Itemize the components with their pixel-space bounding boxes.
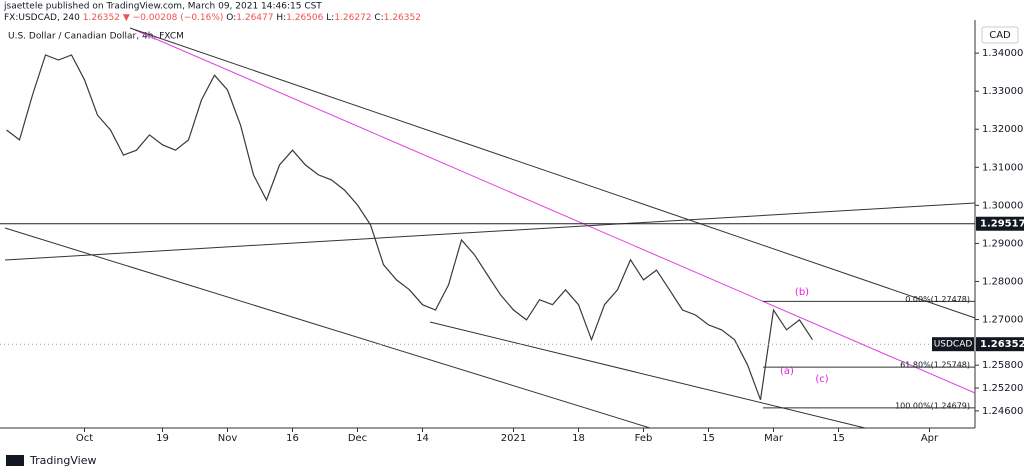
x-tick-label: Mar bbox=[764, 433, 784, 444]
h-key: H: bbox=[276, 13, 286, 23]
y-tick-label: 1.25200 bbox=[982, 383, 1023, 394]
price-line bbox=[6, 54, 814, 401]
x-tick-label: Feb bbox=[635, 433, 653, 444]
fib-label: 61.80%(1.25748) bbox=[900, 361, 970, 370]
y-tick-label: 1.30000 bbox=[982, 200, 1023, 211]
y-tick-label: 1.29000 bbox=[982, 238, 1023, 249]
lower-channel bbox=[4, 227, 651, 429]
support-line bbox=[429, 321, 866, 429]
symbol: FX:USDCAD, 240 bbox=[4, 13, 80, 23]
logo: TradingView bbox=[29, 454, 96, 467]
publish-line: jsaettele published on TradingView.com, … bbox=[3, 2, 322, 12]
c-val: 1.26352 bbox=[384, 13, 421, 23]
change: ▼ −0.00208 (−0.16%) bbox=[123, 13, 224, 23]
x-tick-label: Dec bbox=[348, 433, 367, 444]
c-key: C: bbox=[374, 13, 383, 23]
last-price-label: 1.26352 bbox=[980, 339, 1024, 350]
y-tick-label: 1.33000 bbox=[982, 86, 1023, 97]
x-tick-label: 15 bbox=[702, 433, 715, 444]
x-tick-label: Nov bbox=[218, 433, 238, 444]
wave-b: (b) bbox=[795, 287, 809, 298]
wave-a: (a) bbox=[780, 366, 794, 377]
y-tick-label: 1.24600 bbox=[982, 406, 1023, 417]
currency-box bbox=[981, 26, 1019, 44]
x-tick-label: Oct bbox=[76, 433, 93, 444]
x-tick-label: 2021 bbox=[501, 433, 526, 444]
symbol-box bbox=[932, 337, 974, 352]
o-val: 1.26477 bbox=[236, 13, 273, 23]
l-val: 1.26272 bbox=[334, 13, 371, 23]
x-tick-label: 18 bbox=[572, 433, 585, 444]
magenta-trendline bbox=[134, 29, 976, 394]
upper-trendline bbox=[129, 27, 976, 319]
h-val: 1.26506 bbox=[286, 13, 323, 23]
y-tick-label: 1.28000 bbox=[982, 276, 1023, 287]
y-tick-label: 1.32000 bbox=[982, 124, 1023, 135]
o-key: O: bbox=[226, 13, 236, 23]
chart-title: U.S. Dollar / Canadian Dollar, 4h, FXCM bbox=[8, 32, 184, 42]
currency: CAD bbox=[989, 30, 1011, 41]
x-tick-label: 14 bbox=[416, 433, 429, 444]
x-tick-label: 16 bbox=[286, 433, 299, 444]
l-key: L: bbox=[326, 13, 334, 23]
logo-icon bbox=[6, 455, 24, 466]
rising-trendline bbox=[4, 202, 976, 261]
x-tick-label: 15 bbox=[832, 433, 845, 444]
h-level-box bbox=[976, 216, 1024, 231]
y-tick-label: 1.27000 bbox=[982, 315, 1023, 326]
y-tick-label: 1.25800 bbox=[982, 360, 1023, 371]
last-price-box bbox=[976, 337, 1024, 352]
wave-c: (c) bbox=[815, 374, 828, 385]
x-tick-label: Apr bbox=[921, 433, 939, 444]
last: 1.26352 bbox=[83, 13, 120, 23]
x-tick-label: 19 bbox=[156, 433, 169, 444]
h-level-label: 1.29517 bbox=[980, 219, 1024, 230]
y-tick-label: 1.31000 bbox=[982, 162, 1023, 173]
y-tick-label: 1.34000 bbox=[982, 48, 1023, 59]
trend-lines bbox=[4, 27, 976, 429]
fib-label: 0.00%(1.27478) bbox=[905, 295, 970, 304]
symbol-label: USDCAD bbox=[934, 340, 973, 350]
ohlc-line: FX:USDCAD, 240 1.26352 ▼ −0.00208 (−0.16… bbox=[4, 13, 421, 23]
fib-label: 100.00%(1.24679) bbox=[895, 401, 970, 410]
